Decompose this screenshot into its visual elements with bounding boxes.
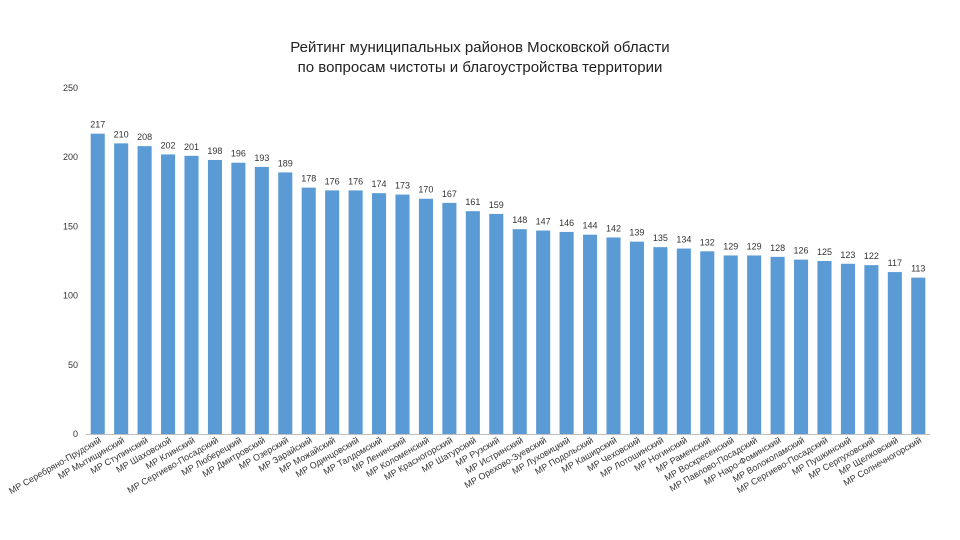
bar-value-label: 148 xyxy=(512,215,527,225)
bar-value-label: 142 xyxy=(606,223,621,233)
category-label: МР Серебряно-Прудский xyxy=(7,435,103,496)
bar xyxy=(770,256,785,434)
bar-value-label: 122 xyxy=(864,251,879,261)
bar-value-label: 125 xyxy=(817,247,832,257)
bar xyxy=(817,261,832,434)
bar-value-label: 193 xyxy=(254,153,269,163)
bar-value-label: 167 xyxy=(442,189,457,199)
bar-value-label: 134 xyxy=(676,235,691,245)
bar xyxy=(325,190,340,434)
bar xyxy=(747,255,762,434)
bar-value-label: 159 xyxy=(489,200,504,210)
bar xyxy=(348,190,363,434)
bar-value-label: 201 xyxy=(184,142,199,152)
y-tick-label: 150 xyxy=(63,221,78,231)
y-tick-label: 200 xyxy=(63,152,78,162)
bar-value-label: 173 xyxy=(395,181,410,191)
bar-value-label: 202 xyxy=(161,140,176,150)
bar-value-label: 129 xyxy=(747,241,762,251)
y-tick-label: 50 xyxy=(68,360,78,370)
chart-title-line-2: по вопросам чистоты и благоустройства те… xyxy=(297,59,663,76)
bar xyxy=(278,172,293,434)
bar xyxy=(512,229,527,434)
bar-value-label: 161 xyxy=(465,197,480,207)
bar xyxy=(489,213,504,434)
bar-value-label: 139 xyxy=(629,228,644,238)
bar xyxy=(114,143,129,435)
bar xyxy=(395,194,410,434)
bar xyxy=(231,162,246,434)
bar-value-label: 170 xyxy=(418,185,433,195)
bar xyxy=(184,155,199,435)
bar xyxy=(583,234,598,434)
bar xyxy=(676,248,691,434)
bar xyxy=(536,230,551,434)
bar-value-label: 210 xyxy=(114,129,129,139)
bar xyxy=(254,166,269,434)
bar-value-label: 217 xyxy=(90,120,105,130)
bar-value-label: 123 xyxy=(840,250,855,260)
bar xyxy=(700,251,715,434)
bar-value-label: 132 xyxy=(700,237,715,247)
bar xyxy=(794,259,809,434)
bar-value-label: 146 xyxy=(559,218,574,228)
bar xyxy=(442,202,457,434)
bar xyxy=(418,198,433,434)
y-tick-label: 100 xyxy=(63,291,78,301)
bar-value-label: 126 xyxy=(794,246,809,256)
bar xyxy=(840,263,855,434)
bar-value-label: 144 xyxy=(583,221,598,231)
chart-title-line-1: Рейтинг муниципальных районов Московской… xyxy=(290,39,670,56)
bar xyxy=(723,255,738,434)
bar-value-label: 176 xyxy=(325,176,340,186)
chart-title: Рейтинг муниципальных районов Московской… xyxy=(0,38,960,78)
bar-value-label: 178 xyxy=(301,174,316,184)
bar xyxy=(301,187,316,434)
bar xyxy=(887,272,902,434)
y-tick-label: 0 xyxy=(73,429,78,439)
bar xyxy=(911,277,926,434)
bar-value-label: 135 xyxy=(653,233,668,243)
bar-value-label: 128 xyxy=(770,243,785,253)
bar xyxy=(137,146,152,435)
bar xyxy=(653,247,668,434)
bar-value-label: 196 xyxy=(231,149,246,159)
bar xyxy=(90,133,105,434)
bar-value-label: 117 xyxy=(888,258,902,268)
bar-value-label: 208 xyxy=(137,132,152,142)
bar xyxy=(864,265,879,434)
bar xyxy=(161,154,176,434)
bar xyxy=(372,193,387,434)
bar-value-label: 176 xyxy=(348,176,363,186)
bar-value-label: 189 xyxy=(278,158,293,168)
bar xyxy=(606,237,621,434)
bar xyxy=(207,159,222,434)
y-tick-label: 250 xyxy=(63,83,78,93)
bar xyxy=(559,231,574,434)
bar xyxy=(629,241,644,434)
bar xyxy=(465,211,480,434)
bar-value-label: 147 xyxy=(536,217,551,227)
bar-value-label: 174 xyxy=(372,179,387,189)
bar-value-label: 198 xyxy=(207,146,222,156)
bar-value-label: 113 xyxy=(911,264,925,274)
bar-value-label: 129 xyxy=(723,241,738,251)
